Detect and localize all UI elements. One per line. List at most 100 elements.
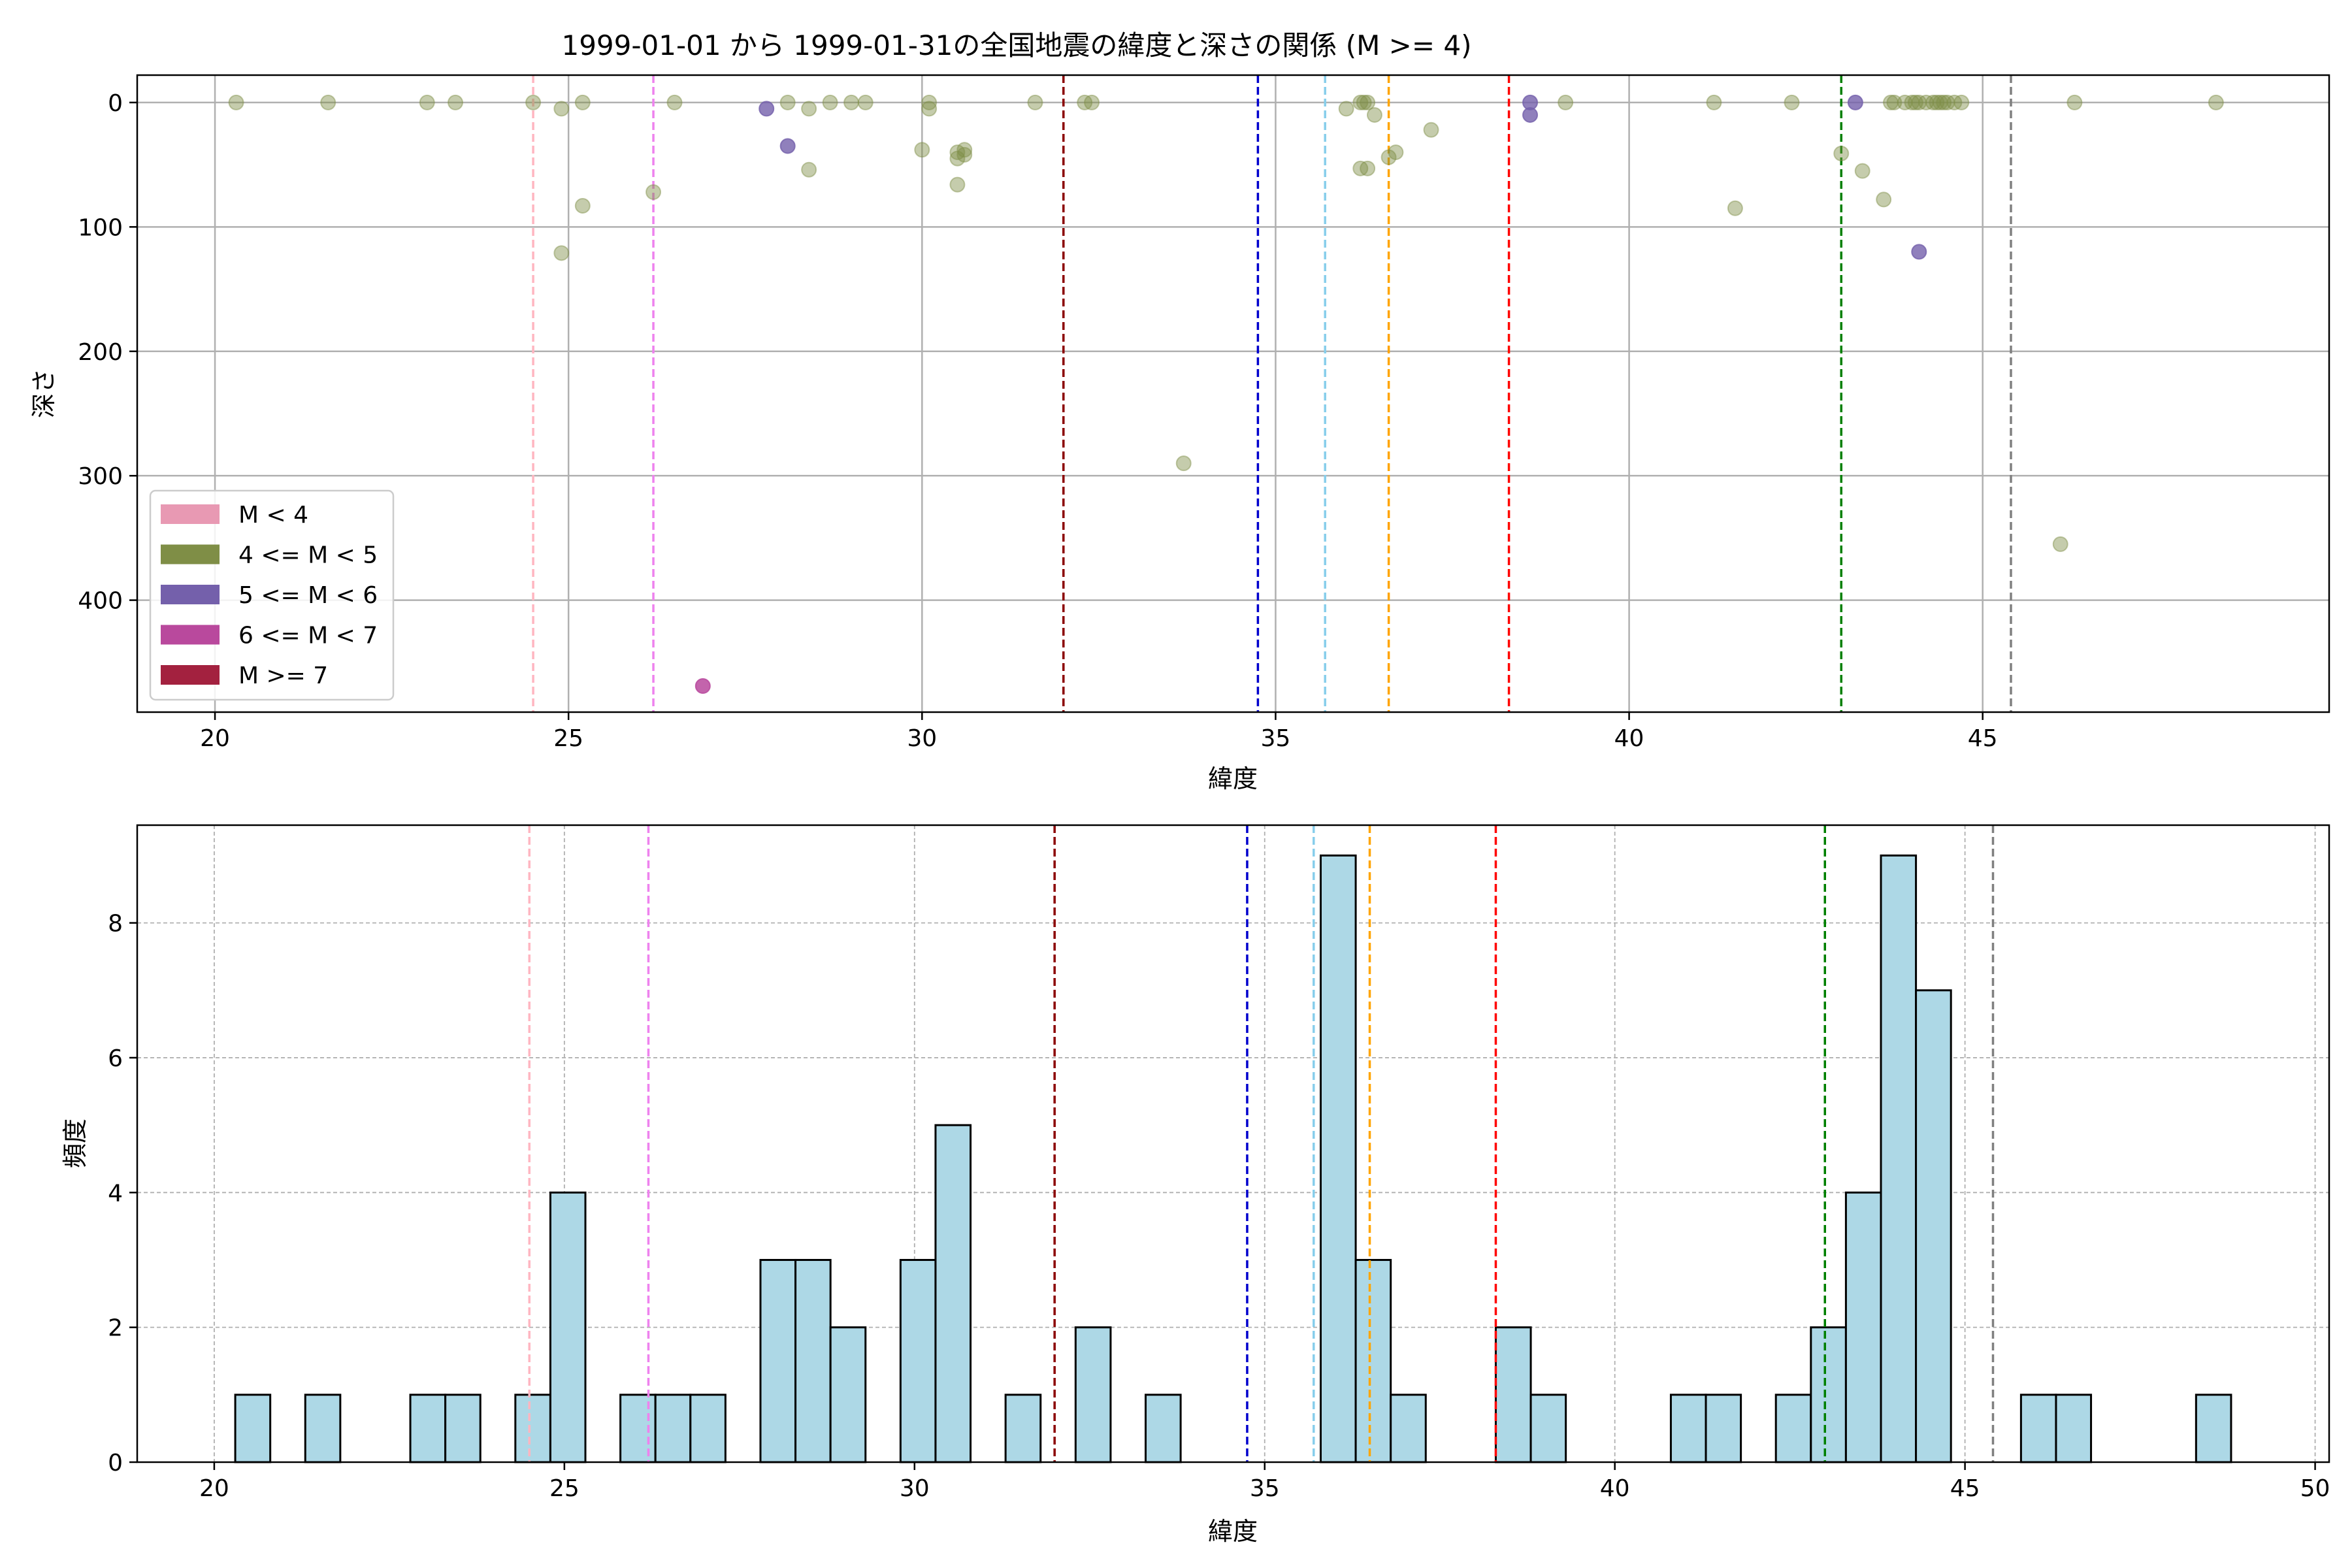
scatter-x-tick-label: 25: [553, 725, 583, 752]
histogram-x-tick-label: 25: [549, 1475, 580, 1502]
scatter-point: [921, 94, 938, 110]
histogram-x-tick-label: 20: [199, 1475, 229, 1502]
histogram-y-tick-label: 2: [108, 1315, 123, 1342]
histogram-x-ticks: 20 25 30 35 40 45 50: [199, 1462, 2330, 1502]
legend-label: M >= 7: [238, 662, 328, 689]
scatter-point: [1854, 163, 1870, 179]
histogram-bar: [1915, 989, 1952, 1463]
histogram-bar: [1774, 1394, 1812, 1463]
scatter-point: [1911, 244, 1927, 260]
histogram-y-tick-label: 4: [108, 1180, 123, 1207]
scatter-point: [1388, 144, 1404, 161]
histogram-bar: [304, 1394, 342, 1463]
scatter-point: [1904, 94, 1920, 110]
scatter-point: [1918, 94, 1935, 110]
scatter-point: [1946, 94, 1963, 110]
scatter-point: [1939, 94, 1955, 110]
scatter-point: [574, 197, 591, 214]
scatter-point: [801, 161, 817, 178]
scatter-y-tick-label: 300: [78, 463, 123, 490]
histogram-y-ticks: 0 2 4 6 8: [108, 911, 137, 1477]
scatter-reference-lines: [532, 75, 2012, 712]
scatter-plot-area: [136, 74, 2330, 713]
histogram-bar: [1810, 1326, 1847, 1463]
scatter-point: [1883, 94, 1899, 110]
scatter-x-ticks: 20 25 30 35 40 45: [200, 712, 1998, 752]
scatter-y-tick-label: 200: [78, 339, 123, 366]
scatter-point: [1784, 94, 1800, 110]
scatter-point: [1897, 94, 1913, 110]
scatter-grid: [137, 75, 2329, 712]
scatter-y-tick-label: 400: [78, 588, 123, 615]
scatter-point: [1925, 94, 1941, 110]
scatter-x-tick-label: 45: [1968, 725, 1998, 752]
scatter-x-tick-label: 35: [1261, 725, 1291, 752]
histogram-bar: [1319, 854, 1357, 1463]
scatter-point: [1876, 191, 1892, 208]
histogram-bar: [549, 1191, 587, 1463]
scatter-point: [956, 146, 973, 163]
scatter-point: [949, 150, 966, 167]
scatter-point: [1338, 101, 1354, 117]
scatter-point: [525, 94, 542, 110]
scatter-point: [843, 94, 860, 110]
scatter-x-tick-label: 30: [907, 725, 937, 752]
scatter-x-tick-label: 20: [200, 725, 230, 752]
scatter-point: [1522, 106, 1539, 123]
histogram-x-tick-label: 30: [900, 1475, 930, 1502]
scatter-point: [1706, 94, 1722, 110]
scatter-title: 1999-01-01 から 1999-01-31の全国地震の緯度と深さの関係 (…: [561, 29, 1471, 61]
scatter-point: [228, 94, 244, 110]
scatter-point: [1380, 149, 1397, 165]
histogram-bar: [1145, 1394, 1182, 1463]
histogram-bar: [1705, 1394, 1742, 1463]
histogram-bars: [234, 854, 2232, 1463]
scatter-y-tick-label: 0: [108, 90, 123, 117]
scatter-point: [857, 94, 874, 110]
scatter-point: [1084, 94, 1100, 110]
histogram-bar: [759, 1258, 797, 1463]
histogram-bar: [1004, 1394, 1042, 1463]
legend-label: M < 4: [238, 502, 308, 529]
legend-box: [149, 489, 395, 701]
histogram-bar: [1354, 1258, 1392, 1463]
histogram-x-axis-label: 緯度: [1208, 1517, 1258, 1546]
histogram-bar: [2055, 1394, 2093, 1463]
scatter-x-axis-label: 緯度: [1208, 764, 1258, 793]
histogram-bar: [1390, 1394, 1427, 1463]
scatter-point: [1936, 94, 1952, 110]
histogram-bar: [444, 1394, 482, 1463]
scatter-point: [1423, 122, 1439, 138]
histogram-x-tick-label: 35: [1250, 1475, 1280, 1502]
legend-label: 4 <= M < 5: [238, 542, 378, 569]
histogram-bar: [689, 1394, 727, 1463]
scatter-point: [2066, 94, 2083, 110]
histogram-bar: [1844, 1191, 1882, 1463]
histogram-bar: [829, 1326, 867, 1463]
scatter-y-axis-label: 深さ: [29, 368, 58, 418]
scatter-y-ticks: 0 100 200 300 400: [78, 90, 137, 615]
histogram-bar: [654, 1394, 692, 1463]
scatter-point: [645, 184, 662, 201]
scatter-point: [921, 101, 938, 117]
histogram-bar: [409, 1394, 447, 1463]
legend-swatch: [161, 665, 220, 685]
histogram-bar: [1074, 1326, 1112, 1463]
histogram-bar: [234, 1394, 272, 1463]
scatter-points: [228, 94, 2224, 694]
histogram-y-axis-label: 頻度: [61, 1119, 90, 1168]
scatter-point: [1558, 94, 1574, 110]
scatter-point: [553, 101, 570, 117]
scatter-point: [949, 144, 966, 161]
histogram-bar: [514, 1394, 551, 1463]
histogram-bar: [794, 1258, 832, 1463]
scatter-point: [1907, 94, 1923, 110]
scatter-point: [419, 94, 435, 110]
legend-swatch: [161, 544, 220, 564]
scatter-point: [1077, 94, 1093, 110]
legend-swatch: [161, 504, 220, 524]
scatter-point: [1175, 455, 1192, 472]
histogram-bar: [2019, 1394, 2057, 1463]
scatter-point: [779, 94, 796, 110]
